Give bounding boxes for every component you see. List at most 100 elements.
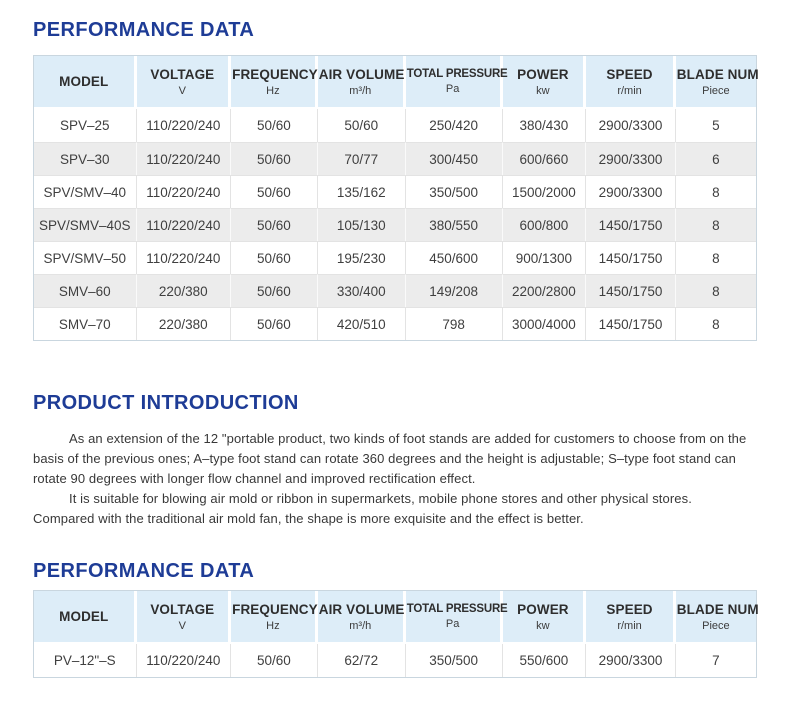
table-cell: 2900/3300 — [586, 644, 676, 677]
table-cell: 330/400 — [317, 274, 406, 307]
table-row: SPV/SMV–50 110/220/240 50/60 195/230 450/600… — [34, 241, 756, 274]
column-unit: kw — [536, 84, 550, 97]
table-cell: 50/60 — [231, 208, 318, 241]
table-cell: 149/208 — [405, 274, 503, 307]
table-row: PV–12"–S 110/220/240 50/60 62/72 350/500 550/… — [34, 644, 756, 677]
table-cell: 5 — [675, 109, 756, 142]
column-label: TOTAL PRESSURE — [406, 603, 508, 615]
performance-table-1: MODEL VOLTAGE V FREQUENCY Hz AIR VOLUME … — [33, 55, 759, 341]
table-cell: 110/220/240 — [136, 109, 232, 142]
table-cell: 550/600 — [502, 644, 587, 677]
column-unit: r/min — [617, 84, 642, 97]
table-cell: 8 — [675, 274, 756, 307]
table-cell: 1450/1750 — [586, 208, 676, 241]
column-label: TOTAL PRESSURE — [406, 68, 508, 80]
column-label: MODEL — [59, 74, 109, 89]
column-unit: V — [178, 84, 186, 97]
table-cell: 350/500 — [405, 644, 503, 677]
table-cell: 50/60 — [231, 175, 318, 208]
table-cell: 1450/1750 — [586, 274, 676, 307]
table-cell: 2900/3300 — [586, 175, 676, 208]
table-cell: SPV/SMV–50 — [34, 241, 137, 274]
table-cell: 8 — [675, 208, 756, 241]
table-cell: 1500/2000 — [502, 175, 587, 208]
column-unit: m³/h — [349, 619, 372, 632]
table-cell: 2200/2800 — [502, 274, 587, 307]
table-cell: 2900/3300 — [586, 142, 676, 175]
column-header-voltage: VOLTAGE V — [136, 56, 232, 109]
table-cell: 135/162 — [317, 175, 406, 208]
column-label: FREQUENCY — [232, 66, 318, 82]
table-cell: 62/72 — [317, 644, 406, 677]
table-cell: 380/430 — [502, 109, 587, 142]
table-cell: 600/800 — [502, 208, 587, 241]
table-cell: 2900/3300 — [586, 109, 676, 142]
column-header-frequency: FREQUENCY Hz — [231, 56, 318, 109]
column-label: VOLTAGE — [150, 66, 215, 82]
column-label: POWER — [517, 66, 569, 82]
table-row: SPV/SMV–40 110/220/240 50/60 135/162 350/500… — [34, 175, 756, 208]
table-cell: 380/550 — [405, 208, 503, 241]
table-row: SPV/SMV–40S 110/220/240 50/60 105/130 380/55… — [34, 208, 756, 241]
column-label: VOLTAGE — [150, 601, 215, 617]
table-cell: 70/77 — [317, 142, 406, 175]
product-introduction-heading: PRODUCT INTRODUCTION — [33, 392, 299, 414]
table-cell: 8 — [675, 241, 756, 274]
column-label: MODEL — [59, 609, 109, 624]
column-unit: Pa — [445, 83, 460, 95]
column-label: POWER — [517, 601, 569, 617]
column-unit: Hz — [266, 619, 280, 632]
introduction-paragraph: It is suitable for blowing air mold or r… — [33, 491, 692, 526]
table-cell: 50/60 — [231, 644, 318, 677]
table-cell: 220/380 — [136, 307, 232, 340]
table-cell: SPV–30 — [34, 142, 137, 175]
column-header-frequency: FREQUENCY Hz — [231, 591, 318, 644]
table-header-row: MODEL VOLTAGE V FREQUENCY Hz AIR VOLUME … — [34, 56, 759, 109]
column-unit: V — [178, 619, 186, 632]
table-cell: 350/500 — [405, 175, 503, 208]
column-header-blade-num: BLADE NUM Piece — [675, 591, 759, 644]
table-cell: 420/510 — [317, 307, 406, 340]
table-cell: SPV/SMV–40S — [34, 208, 137, 241]
table-body: SPV–25 110/220/240 50/60 50/60 250/420 380/43… — [34, 109, 756, 340]
table-cell: SMV–70 — [34, 307, 137, 340]
column-unit: kw — [536, 619, 550, 632]
column-label: SPEED — [606, 601, 653, 617]
column-header-speed: SPEED r/min — [586, 56, 676, 109]
product-spec-page: PERFORMANCE DATA MODEL VOLTAGE V FREQUEN… — [0, 18, 790, 678]
table-cell: 50/60 — [231, 274, 318, 307]
performance-data-heading-1: PERFORMANCE DATA — [33, 19, 255, 41]
table-cell: SPV/SMV–40 — [34, 175, 137, 208]
column-header-voltage: VOLTAGE V — [136, 591, 232, 644]
table-cell: SMV–60 — [34, 274, 137, 307]
table-cell: 50/60 — [231, 109, 318, 142]
column-label: FREQUENCY — [232, 601, 318, 617]
table-row: SPV–25 110/220/240 50/60 50/60 250/420 380/43… — [34, 109, 756, 142]
table-row: SMV–70 220/380 50/60 420/510 798 3000/4000 145… — [34, 307, 756, 340]
performance-data-heading-2: PERFORMANCE DATA — [33, 560, 255, 582]
column-label: SPEED — [606, 66, 653, 82]
table-cell: 900/1300 — [502, 241, 587, 274]
column-header-air-volume: AIR VOLUME m³/h — [317, 56, 406, 109]
column-label: AIR VOLUME — [318, 66, 405, 82]
column-unit: m³/h — [349, 84, 372, 97]
column-header-power: POWER kw — [502, 56, 587, 109]
table-cell: 50/60 — [231, 307, 318, 340]
introduction-paragraph: As an extension of the 12 "portable prod… — [33, 431, 747, 486]
table-cell: 50/60 — [231, 241, 318, 274]
table-cell: 220/380 — [136, 274, 232, 307]
column-header-speed: SPEED r/min — [586, 591, 676, 644]
table-cell: 195/230 — [317, 241, 406, 274]
column-header-air-volume: AIR VOLUME m³/h — [317, 591, 406, 644]
table-cell: 7 — [675, 644, 756, 677]
table-cell: 8 — [675, 307, 756, 340]
column-header-total-pressure: TOTAL PRESSURE Pa — [405, 56, 508, 109]
table-cell: 110/220/240 — [136, 208, 232, 241]
column-header-model: MODEL — [34, 56, 137, 109]
column-label: BLADE NUM — [676, 601, 759, 617]
column-header-power: POWER kw — [502, 591, 587, 644]
table-cell: PV–12"–S — [34, 644, 137, 677]
table-cell: 450/600 — [405, 241, 503, 274]
column-header-blade-num: BLADE NUM Piece — [675, 56, 759, 109]
table-cell: 110/220/240 — [136, 175, 232, 208]
